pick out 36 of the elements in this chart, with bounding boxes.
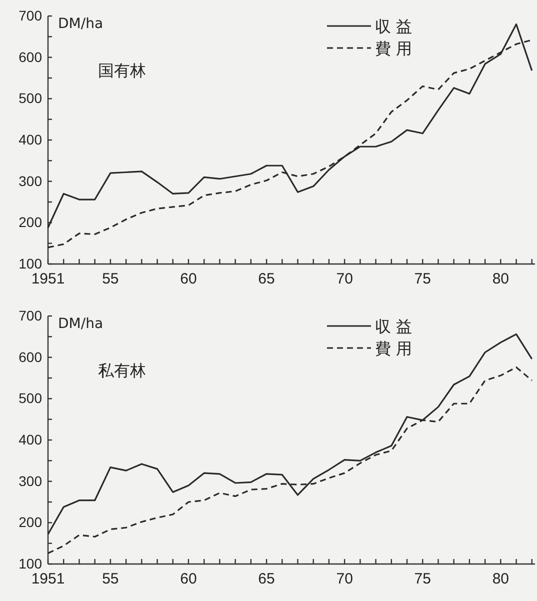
x-tick-label: 1951 [31, 570, 65, 588]
x-tick-label: 65 [258, 570, 275, 588]
y-axis-title: DM/ha [58, 316, 104, 332]
x-tick-label: 70 [336, 270, 353, 288]
y-tick-label: 200 [18, 514, 42, 530]
x-tick-label: 1951 [31, 270, 65, 288]
x-tick-label: 65 [258, 270, 275, 288]
y-axis-title: DM/ha [58, 16, 104, 32]
legend-label: 費 用 [375, 39, 412, 58]
y-tick-label: 500 [18, 90, 42, 106]
y-tick-label: 400 [18, 431, 42, 448]
y-tick-label: 700 [18, 7, 42, 24]
y-tick-label: 700 [18, 307, 42, 324]
y-tick-label: 400 [18, 131, 42, 148]
y-tick-label: 100 [18, 555, 42, 572]
y-tick-label: 300 [18, 172, 42, 189]
x-tick-label: 55 [102, 570, 119, 588]
y-tick-label: 600 [18, 348, 42, 365]
x-tick-label: 75 [414, 570, 431, 588]
y-tick-label: 300 [18, 472, 42, 489]
x-tick-label: 60 [180, 570, 197, 588]
x-tick-label: 80 [492, 270, 510, 288]
legend-label: 費 用 [375, 339, 412, 358]
x-tick-label: 55 [102, 270, 119, 288]
x-tick-label: 75 [414, 270, 431, 288]
text: 国有林 [98, 61, 146, 80]
y-tick-label: 500 [18, 390, 42, 406]
y-tick-label: 100 [18, 255, 42, 272]
x-tick-label: 70 [336, 570, 353, 588]
y-tick-label: 200 [18, 214, 42, 230]
y-tick-label: 600 [18, 48, 42, 65]
x-tick-label: 60 [180, 270, 197, 288]
x-tick-label: 80 [492, 570, 510, 588]
legend-label: 収 益 [375, 317, 412, 336]
text: 私有林 [98, 361, 146, 380]
legend-label: 収 益 [375, 17, 412, 36]
